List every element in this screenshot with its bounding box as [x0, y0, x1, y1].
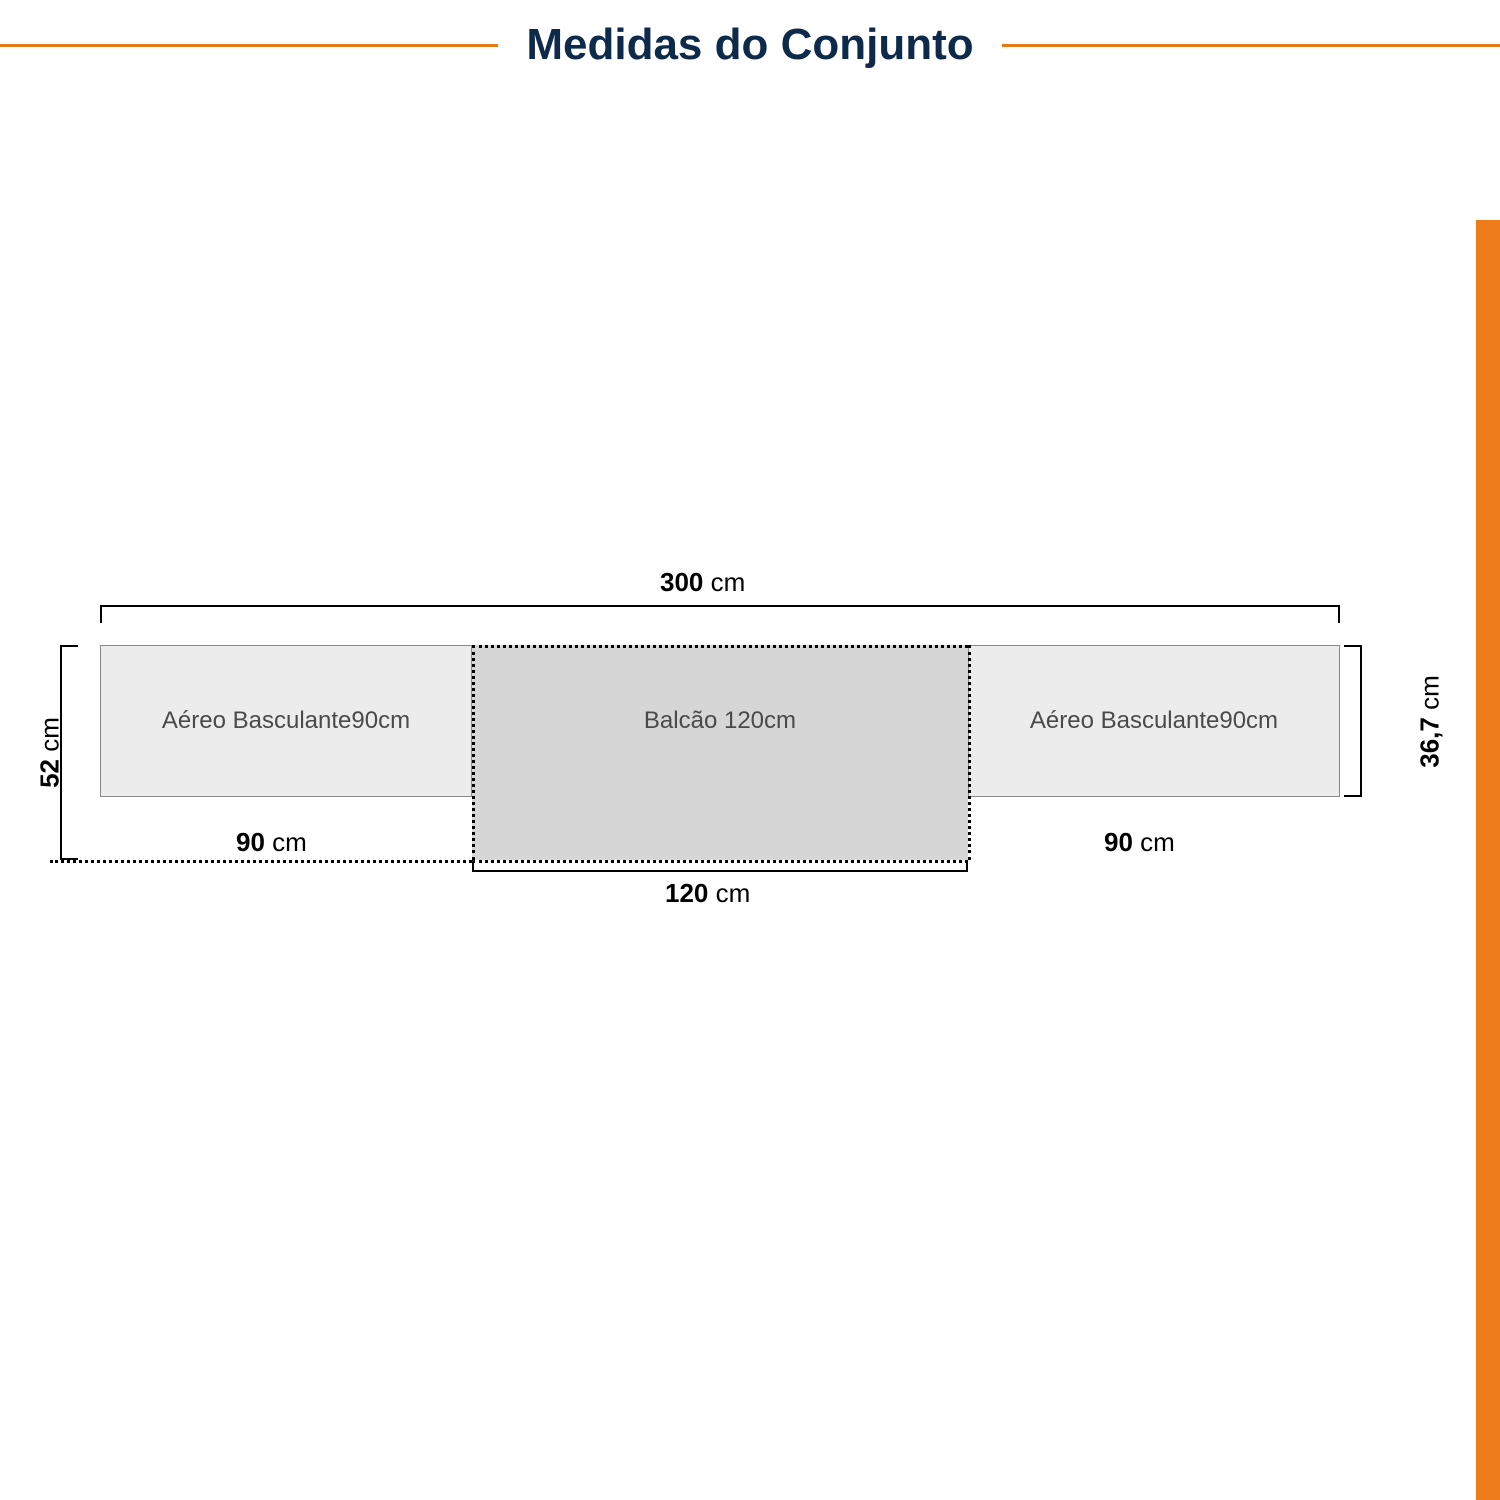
dim-right-width: 90 cm [1104, 827, 1175, 858]
dim-center-tick-r [966, 860, 968, 872]
module-right: Aéreo Basculante90cm [968, 645, 1340, 797]
dim-total-tick-l [100, 605, 102, 623]
diagram-stage: Aéreo Basculante90cm Aéreo Basculante90cm… [0, 0, 1500, 1500]
balcao-outline-right [968, 645, 971, 860]
module-center-top: Balcão 120cm [472, 645, 968, 797]
balcao-outline-bottom [472, 860, 968, 863]
dim-52-tick-b [60, 858, 78, 860]
balcao-outline-top [472, 645, 968, 648]
dim-52-label: 52 cm [35, 693, 66, 813]
dim-center-bar [472, 870, 968, 872]
module-center-bottom [472, 797, 968, 860]
dim-total-bar [100, 605, 1340, 607]
dim-left-width: 90 cm [236, 827, 307, 858]
dim-367-tick-b [1344, 795, 1362, 797]
dim-center-width: 120 cm [665, 878, 750, 909]
dim-total-label: 300 cm [660, 567, 745, 598]
dim-367-tick-t [1344, 645, 1362, 647]
module-left: Aéreo Basculante90cm [100, 645, 472, 797]
dim-367-bar [1360, 645, 1362, 797]
dim-total-tick-r [1338, 605, 1340, 623]
dim-center-tick-l [472, 860, 474, 872]
dim-52-tick-t [60, 645, 78, 647]
balcao-outline-left [472, 645, 475, 860]
dotted-extend-left [50, 860, 472, 863]
dim-367-label: 36,7 cm [1414, 651, 1445, 791]
